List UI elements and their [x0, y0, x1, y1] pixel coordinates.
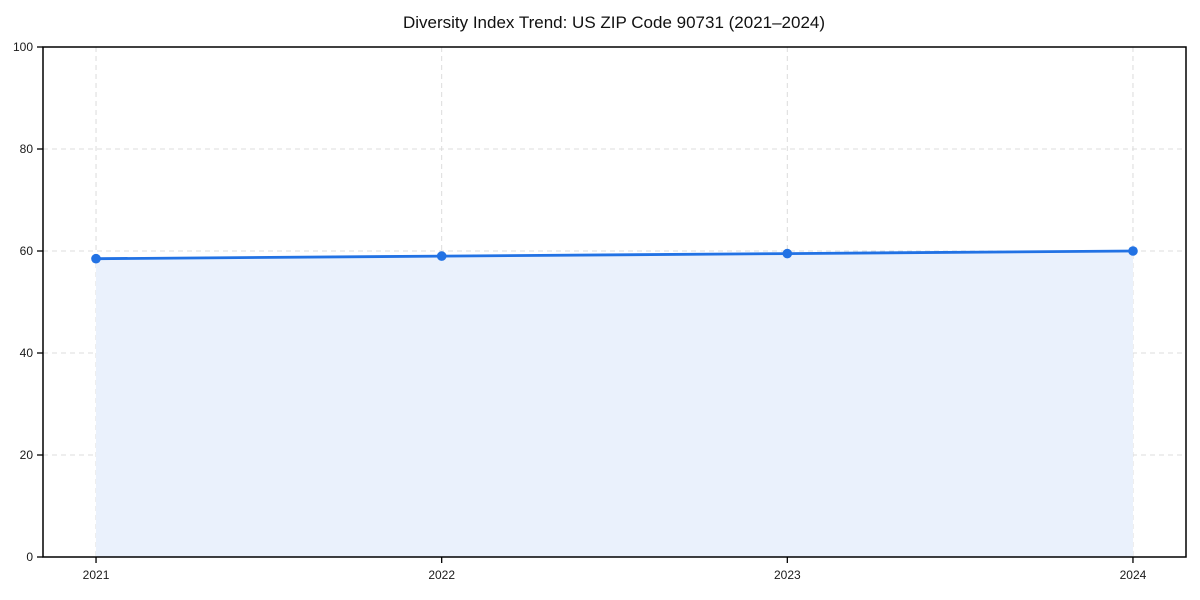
x-tick-label: 2023: [774, 568, 801, 582]
y-tick-label: 80: [20, 142, 34, 156]
x-tick-label: 2022: [428, 568, 455, 582]
area-fill: [96, 251, 1133, 557]
y-tick-label: 100: [13, 40, 33, 54]
data-point-marker: [1128, 246, 1138, 256]
chart-title: Diversity Index Trend: US ZIP Code 90731…: [403, 13, 825, 32]
y-tick-label: 60: [20, 244, 34, 258]
y-tick-label: 20: [20, 448, 34, 462]
trend-polyline: [94, 249, 1135, 261]
y-tick-label: 0: [26, 550, 33, 564]
data-point-marker: [782, 248, 793, 259]
x-tick-label: 2021: [83, 568, 110, 582]
area-under-line: [96, 251, 1133, 557]
axes-spines: [42, 46, 1187, 558]
plot-border: [42, 46, 1187, 558]
trend-line: [94, 249, 1135, 261]
data-points: [91, 246, 1138, 264]
x-tick-label: 2024: [1120, 568, 1147, 582]
tick-marks: [37, 46, 1134, 563]
data-point-marker: [436, 251, 447, 261]
data-point-marker: [91, 253, 101, 264]
tick-labels: 0 20 40 60 80 100 2021 2022 2023 2024: [13, 40, 1147, 582]
y-tick-label: 40: [20, 346, 34, 360]
